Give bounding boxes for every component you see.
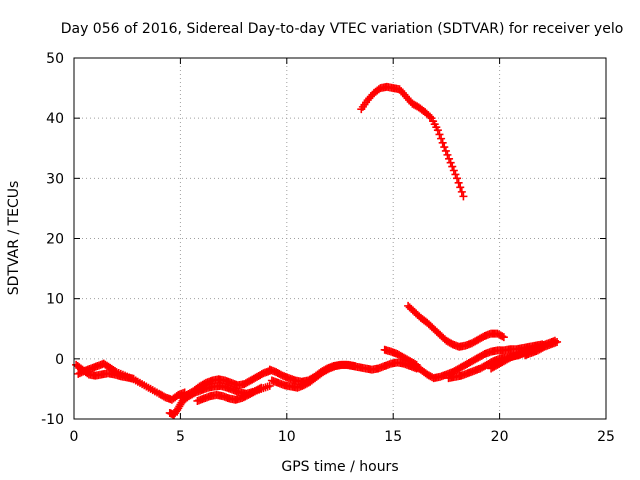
data-point — [456, 183, 465, 192]
y-axis-label: SDTVAR / TECUs — [6, 181, 22, 296]
data-point — [445, 154, 454, 163]
data-point — [498, 332, 507, 341]
series-track-5 — [193, 383, 266, 405]
series-track-14 — [521, 337, 562, 360]
data-point — [448, 162, 457, 171]
x-tick-label: 25 — [597, 429, 615, 445]
data-point — [433, 126, 442, 135]
x-tick-label: 10 — [278, 429, 296, 445]
data-point — [441, 146, 450, 155]
y-tick-label: 40 — [46, 111, 64, 127]
data-point — [443, 150, 452, 159]
data-point — [440, 143, 449, 152]
data-point — [457, 187, 466, 196]
y-tick-label: 30 — [46, 171, 64, 187]
series-track-7 — [267, 360, 359, 392]
grid — [74, 58, 606, 419]
y-tick-label: 10 — [46, 292, 64, 308]
data-point — [255, 384, 264, 393]
data-point — [129, 374, 138, 383]
data-point — [453, 174, 462, 183]
data-point — [438, 138, 447, 147]
x-tick-label: 15 — [384, 429, 402, 445]
x-tick-label: 20 — [491, 429, 509, 445]
data-marks — [72, 82, 562, 419]
data-point — [437, 134, 446, 143]
axis-ticks: 0 5 10 15 20 25 -10 0 10 20 30 40 50 — [41, 51, 615, 445]
data-point — [350, 362, 359, 371]
data-point — [257, 383, 266, 392]
data-point — [459, 192, 468, 201]
data-point — [451, 170, 460, 179]
series-track-10 — [404, 301, 508, 351]
data-point — [425, 112, 434, 121]
y-tick-label: 50 — [46, 51, 64, 67]
data-point — [449, 166, 458, 175]
y-tick-label: 20 — [46, 232, 64, 248]
data-point — [454, 178, 463, 187]
data-point — [446, 158, 455, 167]
series-track-2 — [72, 360, 138, 383]
y-tick-label: 0 — [55, 352, 64, 368]
data-point — [435, 130, 444, 139]
x-tick-label: 5 — [176, 429, 185, 445]
series-track-9 — [357, 82, 468, 201]
chart-title: Day 056 of 2016, Sidereal Day-to-day VTE… — [61, 21, 624, 37]
x-tick-label: 0 — [70, 429, 79, 445]
series-track-4 — [176, 366, 274, 402]
data-point — [499, 333, 508, 342]
data-point — [553, 337, 562, 346]
x-axis-label: GPS time / hours — [281, 459, 398, 475]
data-point — [265, 381, 274, 390]
y-tick-label: -10 — [41, 412, 64, 428]
